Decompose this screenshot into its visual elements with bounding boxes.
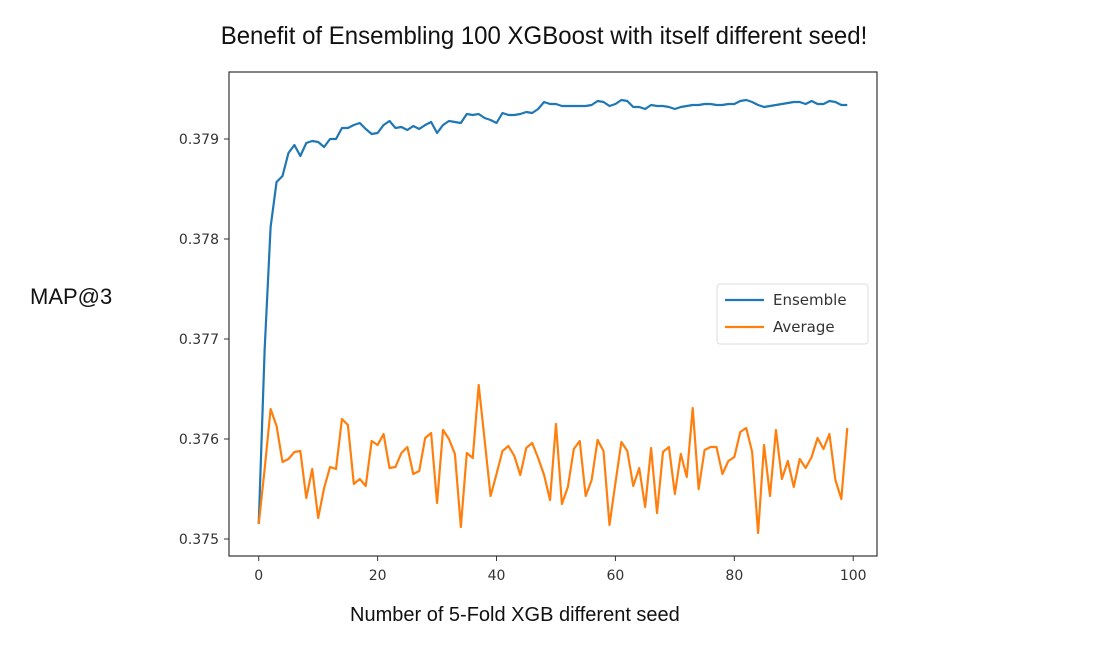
- series-layer: [257, 98, 849, 535]
- series-line-average: [257, 383, 849, 535]
- plot-frame: [228, 71, 878, 557]
- x-tick-label: 80: [725, 568, 743, 584]
- x-axis-label: Number of 5-Fold XGB different seed: [350, 604, 680, 626]
- x-tick-label: 100: [840, 568, 867, 584]
- legend-label-ensemble: Ensemble: [773, 291, 847, 309]
- y-axis-ticks: 0.375 0.376 0.377 0.378 0.379: [179, 132, 229, 548]
- y-axis-label: MAP@3: [30, 284, 113, 309]
- x-tick-label: 40: [488, 568, 506, 584]
- x-axis-ticks: 0 20 40 60 80 100: [254, 556, 867, 584]
- y-tick-label: 0.376: [179, 432, 219, 448]
- series-points-ensemble: [258, 99, 848, 525]
- y-tick-label: 0.375: [179, 532, 219, 548]
- x-tick-label: 60: [607, 568, 625, 584]
- y-tick-label: 0.378: [179, 232, 219, 248]
- y-tick-label: 0.379: [179, 132, 219, 148]
- legend-label-average: Average: [773, 318, 835, 336]
- legend: Ensemble Average: [716, 283, 869, 345]
- series-points-average: [258, 384, 848, 534]
- chart-title: Benefit of Ensembling 100 XGBoost with i…: [220, 22, 868, 50]
- series-line-ensemble: [257, 98, 848, 525]
- x-tick-label: 20: [369, 568, 387, 584]
- y-tick-label: 0.377: [179, 332, 219, 348]
- x-tick-label: 0: [254, 568, 263, 584]
